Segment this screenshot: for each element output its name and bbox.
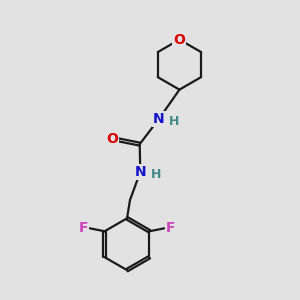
Text: O: O [173, 33, 185, 46]
Text: H: H [169, 115, 179, 128]
Text: F: F [79, 221, 88, 235]
Text: O: O [106, 132, 118, 146]
Text: N: N [134, 165, 146, 179]
Text: N: N [153, 112, 165, 126]
Text: F: F [166, 221, 175, 235]
Text: H: H [150, 168, 161, 181]
